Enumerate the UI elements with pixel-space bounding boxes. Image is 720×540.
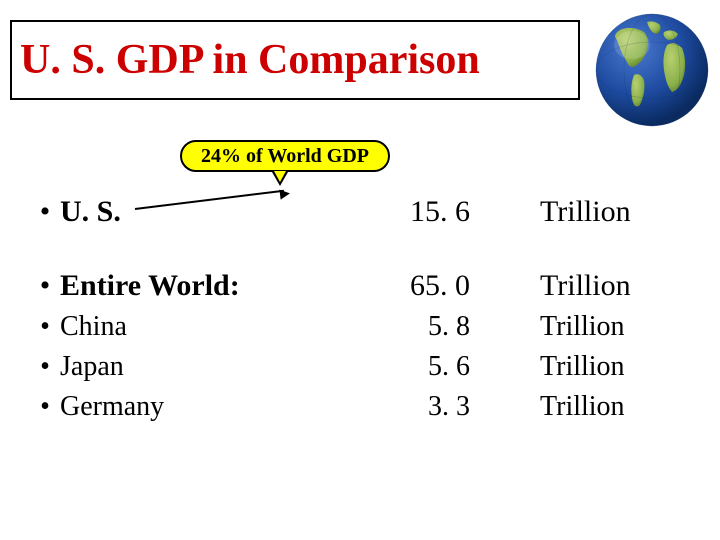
bullet-icon: • (30, 311, 60, 343)
callout-text: 24% of World GDP (201, 145, 369, 168)
table-row: • China 5. 8 Trillion (30, 311, 690, 343)
row-label: China (60, 311, 370, 343)
row-unit: Trillion (480, 391, 660, 423)
callout-badge: 24% of World GDP (180, 140, 390, 172)
row-label: Entire World: (60, 269, 370, 303)
row-value: 5. 8 (370, 311, 480, 343)
gdp-table: • U. S. 15. 6 Trillion • Entire World: 6… (30, 195, 690, 431)
row-value: 15. 6 (370, 195, 480, 229)
bullet-icon: • (30, 391, 60, 423)
table-row: • Germany 3. 3 Trillion (30, 391, 690, 423)
row-value: 65. 0 (370, 269, 480, 303)
bullet-icon: • (30, 195, 60, 229)
bullet-icon: • (30, 269, 60, 303)
row-label: Japan (60, 351, 370, 383)
row-unit: Trillion (480, 351, 660, 383)
table-row: • Japan 5. 6 Trillion (30, 351, 690, 383)
row-unit: Trillion (480, 311, 660, 343)
table-row: • U. S. 15. 6 Trillion (30, 195, 690, 229)
row-label: Germany (60, 391, 370, 423)
callout-tail-fill (274, 171, 286, 182)
row-unit: Trillion (480, 269, 660, 303)
row-unit: Trillion (480, 195, 660, 229)
row-label: U. S. (60, 195, 370, 229)
bullet-icon: • (30, 351, 60, 383)
row-value: 5. 6 (370, 351, 480, 383)
title-box: U. S. GDP in Comparison (10, 20, 580, 100)
globe-image (592, 10, 712, 130)
table-row: • Entire World: 65. 0 Trillion (30, 269, 690, 303)
page-title: U. S. GDP in Comparison (20, 36, 480, 84)
row-value: 3. 3 (370, 391, 480, 423)
